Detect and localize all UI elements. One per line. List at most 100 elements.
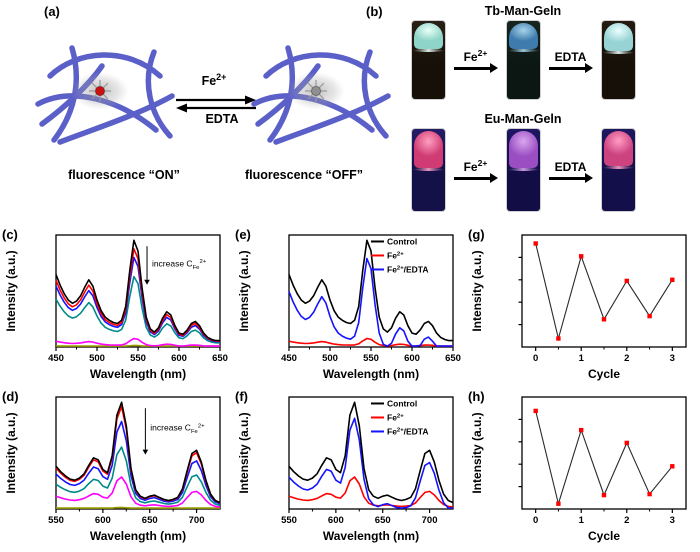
svg-text:Wavelength (nm): Wavelength (nm) [90,367,186,381]
fe-reaction-arrow: Fe2+ [454,48,498,74]
panel-e: (e) 450 500 550 600 650 Wavelength (nm) Intens… [233,227,466,390]
svg-text:650: 650 [212,353,228,364]
panel-label-f: (f) [235,389,248,404]
edta-label: EDTA [205,112,239,126]
svg-text:700: 700 [422,515,438,526]
svg-text:550: 550 [130,353,146,364]
svg-text:Fe2+/EDTA: Fe2+/EDTA [387,264,429,274]
svg-text:0: 0 [533,353,538,364]
gel-glow [602,131,634,169]
svg-text:2: 2 [624,515,629,526]
gel-glow [507,131,539,171]
svg-text:2: 2 [624,353,629,364]
svg-text:increase CFe2+: increase CFe2+ [152,258,207,270]
svg-text:1: 1 [579,515,585,526]
svg-text:Cycle: Cycle [588,367,620,381]
chart-eu-titration: 550 600 650 700 Wavelength (nm) Intensity (a.… [0,390,233,550]
tb-row: Tb-Man-Geln Fe2+ EDTA [402,4,644,99]
panel-a-scheme: (a) [0,0,700,228]
svg-text:Intensity (a.u.): Intensity (a.u.) [470,250,484,331]
svg-text:Intensity (a.u.): Intensity (a.u.) [237,412,251,493]
svg-text:500: 500 [322,353,338,364]
tb-row-title: Tb-Man-Geln [484,4,562,18]
panel-label-a: (a) [44,4,60,19]
panel-label-d: (d) [2,389,19,404]
chart-tb-titration: 450 500 550 600 650 Wavelength (nm) Intensity … [0,228,233,388]
svg-text:Wavelength (nm): Wavelength (nm) [323,529,419,543]
panel-g: (g) 0 1 2 3 Cycle Intensity (a.u.) [466,227,699,390]
gel-glow [412,131,444,171]
fluorescence-on-label: fluorescence “ON” [68,168,180,182]
edta-reaction-arrow: EDTA [549,50,593,74]
svg-text:1: 1 [579,353,585,364]
fe2-label: Fe2+ [201,71,227,88]
svg-text:600: 600 [171,353,187,364]
gel-glow [507,23,539,52]
svg-text:600: 600 [95,515,111,526]
panel-label-b: (b) [366,4,383,19]
svg-text:Fe2+: Fe2+ [387,250,404,260]
gel-glow [602,23,634,54]
svg-text:0: 0 [533,515,538,526]
edta-arrow-label: EDTA [554,50,587,65]
chart-eu-cycles: 0 1 2 3 Cycle Intensity (a.u.) [466,390,699,550]
right-arrow-icon [454,63,498,74]
svg-text:550: 550 [363,353,379,364]
svg-text:700: 700 [189,515,205,526]
svg-text:Intensity (a.u.): Intensity (a.u.) [4,250,18,331]
svg-text:Cycle: Cycle [588,529,620,543]
right-arrow-icon [454,173,498,184]
fe-reaction-arrow: Fe2+ [454,158,498,184]
svg-text:Wavelength (nm): Wavelength (nm) [323,367,419,381]
svg-text:450: 450 [48,353,64,364]
svg-text:increase CFe2+: increase CFe2+ [150,423,205,435]
panel-label-g: (g) [468,227,485,242]
right-arrow-icon [549,173,593,184]
panel-label-c: (c) [2,227,18,242]
svg-text:Intensity (a.u.): Intensity (a.u.) [4,412,18,493]
gel-glow [412,23,444,52]
panel-label-h: (h) [468,389,485,404]
svg-text:Intensity (a.u.): Intensity (a.u.) [470,412,484,493]
svg-text:Wavelength (nm): Wavelength (nm) [90,529,186,543]
svg-text:550: 550 [48,515,64,526]
panel-c: (c) 450 500 550 600 650 Wavelength (nm) Intens… [0,227,233,390]
eu-row-title: Eu-Man-Geln [484,112,562,126]
chart-tb-reversibility-spectra: 450 500 550 600 650 Wavelength (nm) Intensity … [233,228,466,388]
svg-text:550: 550 [281,515,297,526]
tb-vial-recovered-photo [601,21,635,99]
svg-text:650: 650 [375,515,391,526]
tb-vial-quenched-photo [506,21,540,99]
fluorophore-on-icon [88,79,112,103]
edta-reaction-arrow: EDTA [549,160,593,184]
fluorescence-off-label: fluorescence “OFF” [244,168,364,182]
panel-d: (d) 550 600 650 700 Wavelength (nm) Intensity… [0,389,233,552]
fe-arrow-label: Fe2+ [463,48,488,65]
panel-f: (f) 550 600 650 700 Wavelength (nm) Intensity… [233,389,466,552]
eu-vial-recovered-photo [601,129,635,211]
equilibrium-arrows-icon [176,95,256,113]
svg-text:450: 450 [281,353,297,364]
fe-arrow-label: Fe2+ [463,158,488,175]
svg-text:600: 600 [328,515,344,526]
fluorophore-off-icon [304,79,328,103]
svg-text:Fe2+/EDTA: Fe2+/EDTA [387,426,429,436]
svg-text:3: 3 [670,515,675,526]
chart-tb-cycles: 0 1 2 3 Cycle Intensity (a.u.) [466,228,699,388]
panel-b-photos: (b) Tb-Man-Geln Fe2+ EDTA Eu-Man-Geln Fe… [348,0,700,228]
right-arrow-icon [549,63,593,74]
gel-network-illustration [0,0,700,228]
panel-h: (h) 0 1 2 3 Cycle Intensity (a.u.) [466,389,699,552]
svg-text:650: 650 [142,515,158,526]
svg-text:Fe2+: Fe2+ [387,412,404,422]
svg-text:Control: Control [387,236,417,246]
svg-text:3: 3 [670,353,675,364]
edta-arrow-label: EDTA [554,160,587,175]
svg-text:600: 600 [404,353,420,364]
eu-vial-quenched-photo [506,129,540,211]
svg-text:Control: Control [387,398,417,408]
eu-vial-initial-photo [411,129,445,211]
panel-label-e: (e) [235,227,251,242]
svg-text:500: 500 [89,353,105,364]
chart-eu-reversibility-spectra: 550 600 650 700 Wavelength (nm) Intensity (a.… [233,390,466,550]
